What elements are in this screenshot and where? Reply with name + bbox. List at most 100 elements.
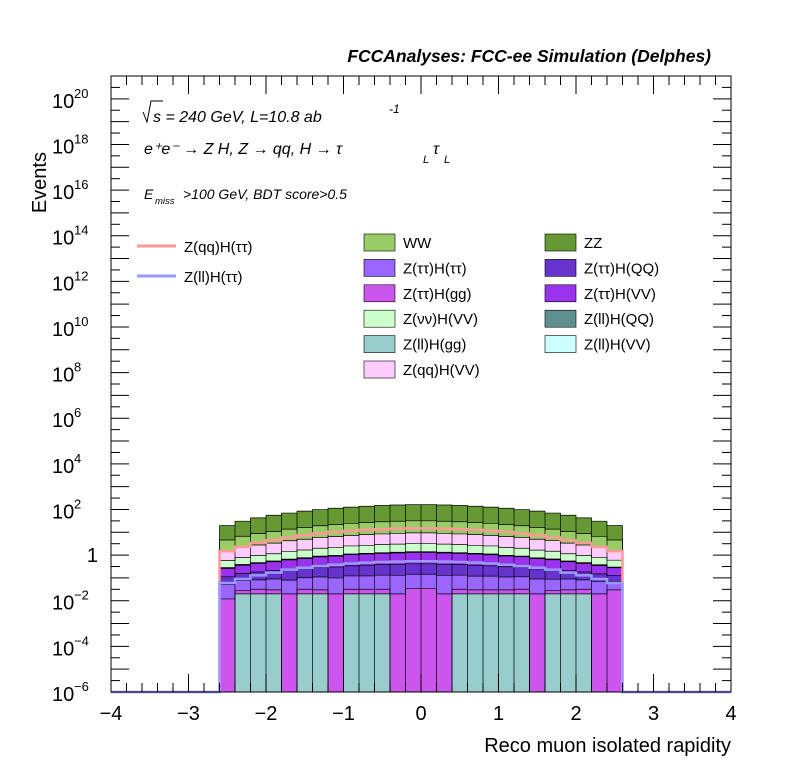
bar-z-h-vv-1	[235, 557, 251, 565]
series-z-h-vv	[219, 552, 623, 577]
bar-z-h-vv-16	[467, 554, 483, 566]
bar-z-h-2	[250, 579, 266, 590]
bar-ww-22	[560, 531, 576, 544]
bar-z-h-vv-19	[514, 548, 530, 557]
legend-swatch-z-h-qq	[544, 259, 577, 277]
bar-z-h-vv-20	[529, 558, 545, 569]
legend-swatch-z-ll-h-vv	[544, 335, 577, 353]
bar-z-h-qq-16	[467, 565, 483, 577]
bar-z-h-gg-13	[421, 588, 437, 692]
y-tick-label: 10	[52, 593, 74, 615]
bar-z-h-qq-20	[529, 568, 545, 579]
x-tick-label: −1	[332, 703, 355, 725]
bar-z-h-vv-17	[483, 545, 499, 554]
bar-z-h-gg-21	[545, 590, 561, 594]
y-tick-exponent: 20	[74, 86, 88, 101]
y-tick-exponent: 4	[74, 451, 81, 466]
bar-z-h-qq-7	[328, 567, 344, 578]
bar-z-qq-h-vv-1	[235, 547, 251, 558]
bar-z-qq-h-vv-10	[374, 533, 390, 545]
cut-prefix: E	[144, 186, 154, 202]
bar-z-ll-h-gg-8	[343, 593, 359, 692]
process-text: e⁺e⁻ → Z H, Z → qq, H → τ	[144, 141, 343, 158]
bar-z-h-9	[359, 575, 375, 590]
legend-label: WW	[403, 235, 432, 252]
bar-z-h-qq-9	[359, 565, 375, 576]
bar-z-h-gg-12	[405, 588, 421, 692]
bar-z-h-gg-24	[591, 593, 607, 692]
bar-z-qq-h-vv-2	[250, 545, 266, 556]
bar-z-h-18	[498, 576, 514, 590]
y-tick-label: 10	[52, 228, 74, 250]
y-tick-label: 10	[52, 684, 74, 706]
y-tick-exponent: 14	[74, 223, 88, 238]
legend-label: Z(ττ)H(QQ)	[584, 260, 659, 277]
bar-z-h-qq-1	[235, 573, 251, 581]
bar-z-qq-h-vv-18	[498, 536, 514, 548]
bar-z-h-16	[467, 576, 483, 590]
legend-swatch-z-ll-h-qq	[544, 309, 577, 328]
legend-swatch-z-h	[363, 259, 396, 277]
bar-z-h-qq-11	[390, 564, 406, 576]
y-tick-exponent: −4	[74, 633, 89, 648]
bar-z-h-vv-5	[297, 550, 313, 558]
bar-z-h-21	[545, 579, 561, 591]
bar-z-h-5	[297, 577, 313, 590]
bar-zz-20	[529, 511, 545, 528]
bar-z-h-qq-10	[374, 564, 390, 576]
y-tick-label: 10	[52, 136, 74, 158]
bar-ww-6	[312, 525, 328, 538]
bar-z-h-gg-11	[390, 593, 406, 692]
bar-z-h-qq-14	[436, 564, 452, 576]
line-z-qq-h	[111, 527, 731, 694]
bar-z-h-6	[312, 576, 328, 590]
bar-z-qq-h-vv-23	[576, 545, 592, 556]
process-tau-2: τ	[433, 141, 440, 158]
bar-ww-8	[343, 523, 359, 536]
legend-label: Z(ττ)H(gg)	[403, 286, 472, 303]
bar-ww-4	[281, 529, 297, 541]
bar-z-h-gg-5	[297, 589, 313, 594]
bar-z-h-vv-24	[591, 565, 607, 574]
bar-z-h-vv-3	[266, 553, 282, 562]
bar-z-h-vv-19	[514, 556, 530, 568]
energy-exponent: -1	[389, 102, 400, 116]
bar-z-h-qq-15	[452, 564, 468, 576]
bar-z-h-vv-5	[297, 558, 313, 569]
x-tick-label: −3	[177, 703, 200, 725]
legend-swatch-z-h-gg	[363, 284, 396, 303]
y-tick-label: 10	[52, 501, 74, 523]
bar-z-ll-h-gg-18	[498, 593, 514, 692]
bar-z-qq-h-vv-0	[219, 550, 235, 561]
bar-z-h-gg-10	[374, 589, 390, 594]
legend-swatch-z-qq-h-vv	[363, 360, 396, 379]
legend-label: Z(ll)H(VV)	[584, 337, 651, 354]
bar-z-h-gg-18	[498, 589, 514, 594]
x-tick-label: −2	[255, 703, 278, 725]
bar-z-h-qq-22	[560, 570, 576, 579]
bar-z-ll-h-gg-16	[467, 593, 483, 692]
bar-z-h-gg-3	[266, 589, 282, 594]
bar-zz-22	[560, 515, 576, 532]
bar-z-h-vv-18	[498, 547, 514, 556]
bar-zz-13	[421, 504, 437, 521]
bar-z-h-23	[576, 579, 592, 590]
bar-z-h-vv-4	[281, 559, 297, 571]
series-z-ll-h-gg	[235, 593, 592, 692]
bar-z-h-12	[405, 574, 421, 589]
bar-z-h-qq-12	[405, 563, 421, 575]
bar-z-h-gg-14	[436, 593, 452, 692]
bar-z-qq-h-vv-9	[359, 534, 375, 546]
bar-z-h-10	[374, 575, 390, 590]
bar-ww-12	[405, 520, 421, 533]
bar-z-ll-h-gg-6	[312, 593, 328, 692]
bar-z-h-vv-9	[359, 545, 375, 554]
bar-z-ll-h-gg-19	[514, 593, 530, 692]
bar-z-ll-h-gg-22	[560, 593, 576, 692]
bar-z-h-vv-7	[328, 547, 344, 556]
bar-ww-3	[266, 531, 282, 544]
bar-zz-10	[374, 505, 390, 522]
legend-label: Z(ττ)H(ττ)	[403, 260, 467, 277]
bar-zz-12	[405, 504, 421, 521]
bar-z-h-qq-4	[281, 570, 297, 581]
